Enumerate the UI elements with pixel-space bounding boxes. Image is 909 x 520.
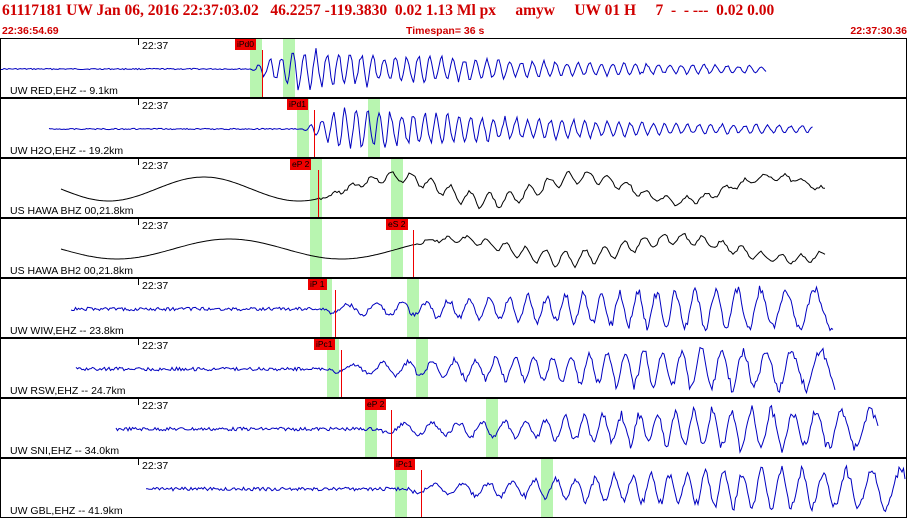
time-tick-label: 22:37: [142, 160, 169, 172]
trace-area[interactable]: 22:37 iPd0 UW RED,EHZ -- 9.1km 22:37 iPd1 UW …: [0, 38, 909, 520]
phase-window-marker: [395, 459, 407, 517]
waveform: [75, 346, 836, 395]
phase-pick-line[interactable]: [341, 350, 342, 397]
phase-pick-flag[interactable]: iPc1: [394, 459, 415, 470]
channel-label: UW H2O,EHZ -- 19.2km: [10, 145, 124, 157]
phase-window-marker: [320, 279, 332, 337]
waveform-trace: [75, 346, 836, 395]
waveform-trace: [115, 404, 879, 454]
channel-label: US HAWA BH2 00,21.8km: [10, 265, 133, 277]
phase-pick-line[interactable]: [314, 110, 315, 157]
trace-panel[interactable]: 22:37 eS 2 US HAWA BH2 00,21.8km: [0, 218, 907, 278]
phase-window-marker: [486, 399, 498, 457]
phase-pick-line[interactable]: [318, 170, 319, 217]
phase-pick-flag[interactable]: eP 2: [365, 399, 387, 410]
channel-label: US HAWA BHZ 00,21.8km: [10, 205, 134, 217]
trace-panel[interactable]: 22:37 iPc1 UW GBL,EHZ -- 41.9km: [0, 458, 907, 518]
trace-panel[interactable]: 22:37 iPc1 UW RSW,EHZ -- 24.7km: [0, 338, 907, 398]
phase-window-marker: [416, 339, 428, 397]
phase-pick-line[interactable]: [391, 410, 392, 457]
time-tick-label: 22:37: [142, 460, 169, 472]
time-tick: [138, 39, 139, 45]
waveform: [115, 404, 879, 454]
channel-label: UW RSW,EHZ -- 24.7km: [10, 385, 126, 397]
phase-pick-flag[interactable]: eP 2: [290, 159, 312, 170]
waveform-trace: [60, 232, 826, 269]
time-tick-label: 22:37: [142, 220, 169, 232]
phase-window-marker: [391, 219, 403, 277]
waveform: [48, 107, 813, 149]
channel-label: UW RED,EHZ -- 9.1km: [10, 85, 118, 97]
phase-window-marker: [310, 159, 322, 217]
phase-window-marker: [327, 339, 339, 397]
time-tick: [138, 459, 139, 465]
trace-panel[interactable]: 22:37 iPd0 UW RED,EHZ -- 9.1km: [0, 38, 907, 98]
phase-pick-line[interactable]: [335, 290, 336, 337]
phase-pick-line[interactable]: [413, 230, 414, 277]
trace-panel[interactable]: 22:37 iPd1 UW H2O,EHZ -- 19.2km: [0, 98, 907, 158]
time-tick-label: 22:37: [142, 100, 169, 112]
channel-label: UW GBL,EHZ -- 41.9km: [10, 505, 123, 517]
time-tick-label: 22:37: [142, 340, 169, 352]
waveform-trace: [60, 170, 826, 210]
window-end-time: 22:37:30.36: [850, 25, 907, 37]
waveform: [70, 285, 834, 332]
waveform-trace: [48, 107, 813, 149]
waveform: [146, 464, 906, 513]
waveform-trace: [70, 285, 834, 332]
channel-label: UW SNI,EHZ -- 34.0km: [10, 445, 120, 457]
waveform: [1, 48, 767, 91]
time-tick: [138, 339, 139, 345]
trace-panel[interactable]: 22:37 iP 1 UW WIW,EHZ -- 23.8km: [0, 278, 907, 338]
phase-pick-flag[interactable]: iP 1: [308, 279, 327, 290]
phase-pick-flag[interactable]: eS 2: [386, 219, 408, 230]
phase-pick-flag[interactable]: iPc1: [314, 339, 335, 350]
channel-label: UW WIW,EHZ -- 23.8km: [10, 325, 124, 337]
phase-window-marker: [541, 459, 553, 517]
phase-window-marker: [297, 99, 309, 157]
waveform-trace: [1, 48, 767, 91]
trace-panel[interactable]: 22:37 eP 2 US HAWA BHZ 00,21.8km: [0, 158, 907, 218]
phase-pick-line[interactable]: [421, 470, 422, 517]
time-tick-label: 22:37: [142, 280, 169, 292]
phase-window-marker: [407, 279, 419, 337]
waveform-trace: [146, 464, 906, 513]
time-tick-label: 22:37: [142, 40, 169, 52]
time-tick: [138, 219, 139, 225]
timespan-label: Timespan= 36 s: [406, 25, 485, 37]
time-tick: [138, 159, 139, 165]
phase-pick-flag[interactable]: iPd1: [287, 99, 309, 110]
time-tick: [138, 279, 139, 285]
trace-panel[interactable]: 22:37 eP 2 UW SNI,EHZ -- 34.0km: [0, 398, 907, 458]
event-header: 61117181 UW Jan 06, 2016 22:37:03.02 46.…: [0, 0, 909, 38]
phase-pick-line[interactable]: [262, 50, 263, 97]
time-tick-label: 22:37: [142, 400, 169, 412]
waveform: [60, 170, 826, 210]
time-tick: [138, 399, 139, 405]
waveform: [60, 232, 826, 269]
window-start-time: 22:36:54.69: [2, 25, 59, 37]
time-tick: [138, 99, 139, 105]
phase-window-marker: [368, 99, 380, 157]
event-summary-line: 61117181 UW Jan 06, 2016 22:37:03.02 46.…: [2, 2, 775, 19]
phase-window-marker: [310, 219, 322, 277]
phase-pick-flag[interactable]: iPd0: [235, 39, 257, 50]
